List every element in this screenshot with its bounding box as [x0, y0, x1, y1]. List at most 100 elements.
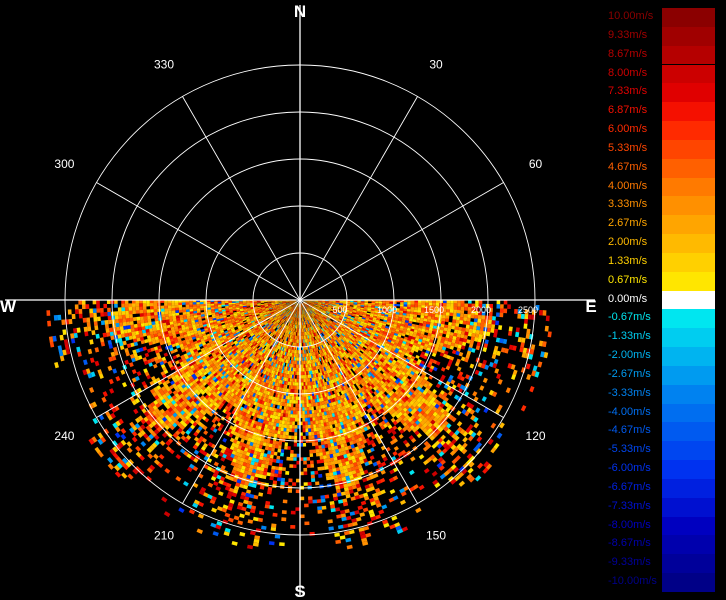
echo-cell [313, 304, 318, 306]
echo-cell [385, 325, 390, 329]
echo-cell [276, 477, 282, 482]
echo-cell [507, 330, 513, 336]
echo-cell [362, 326, 367, 330]
echo-cell [323, 462, 329, 467]
echo-cell [389, 303, 393, 306]
echo-cell [292, 464, 297, 469]
echo-cell [289, 414, 293, 418]
echo-cell [474, 369, 480, 376]
echo-cell [438, 345, 443, 350]
echo-cell [367, 308, 372, 311]
echo-cell [475, 300, 479, 304]
echo-cell [384, 316, 388, 319]
echo-cell [507, 304, 511, 310]
echo-cell [307, 428, 312, 433]
echo-cell [525, 333, 530, 339]
echo-cell [489, 361, 494, 368]
echo-cell [524, 309, 529, 315]
echo-cell [405, 315, 410, 319]
echo-cell [401, 319, 406, 323]
echo-cell [468, 328, 473, 334]
echo-cell [396, 336, 401, 340]
echo-cell [289, 464, 294, 468]
echo-cell [317, 303, 322, 305]
echo-cell [328, 303, 333, 305]
echo-cell [363, 306, 368, 309]
echo-cell [458, 351, 464, 357]
echo-cell [467, 467, 474, 474]
echo-cell [310, 302, 315, 304]
echo-cell [300, 335, 302, 340]
echo-cell [460, 306, 465, 311]
echo-cell [469, 321, 474, 326]
echo-cell [303, 300, 308, 302]
echo-cell [373, 327, 378, 331]
echo-cell [452, 316, 457, 320]
echo-cell [325, 302, 329, 304]
echo-cell [371, 304, 376, 307]
echo-cell [347, 316, 351, 319]
echo-cell [371, 307, 375, 310]
echo-cell [310, 431, 315, 436]
echo-cell [449, 345, 455, 350]
echo-cell [304, 374, 307, 379]
echo-cell [418, 454, 425, 460]
echo-cell [483, 343, 488, 349]
echo-cell [421, 307, 425, 311]
echo-cell [357, 317, 362, 320]
echo-cell [433, 319, 438, 324]
echo-cell [218, 491, 224, 497]
echo-cell [435, 361, 441, 366]
echo-cell [402, 315, 407, 319]
echo-cell [317, 301, 322, 303]
echo-cell [377, 311, 382, 314]
echo-cell [465, 354, 471, 359]
echo-cell [524, 314, 529, 320]
echo-cell [362, 316, 366, 319]
echo-cell [360, 302, 365, 305]
echo-cell [357, 320, 361, 323]
echo-cell [517, 313, 522, 319]
echo-cell [325, 472, 330, 477]
echo-cell [403, 306, 408, 310]
echo-cell [492, 349, 498, 356]
echo-cell [456, 421, 463, 427]
echo-cell [520, 342, 525, 348]
echo-cell [547, 331, 552, 338]
echo-cell [291, 424, 295, 429]
echo-cell [284, 445, 288, 450]
echo-cell [341, 311, 345, 314]
echo-cell [341, 309, 346, 312]
echo-cell [267, 450, 272, 455]
echo-cell [305, 424, 309, 429]
echo-cell [444, 324, 449, 329]
echo-cell [388, 311, 393, 314]
echo-cell [304, 421, 308, 426]
echo-cell [268, 541, 275, 546]
echo-cell [381, 310, 386, 313]
echo-cell [303, 382, 306, 386]
echo-cell [306, 302, 311, 304]
echo-cell [289, 424, 293, 429]
echo-cell [453, 303, 458, 307]
echo-cell [313, 305, 317, 308]
echo-cell [403, 308, 407, 312]
echo-cell [479, 330, 484, 336]
echo-cell [303, 300, 308, 302]
echo-cell [356, 321, 361, 324]
echo-cell [542, 310, 547, 316]
echo-cell [295, 407, 298, 411]
echo-cell [374, 324, 379, 328]
echo-cell [446, 344, 451, 349]
echo-cell [512, 345, 517, 351]
echo-cell [476, 322, 481, 327]
echo-cell [279, 542, 285, 547]
echo-cell [302, 421, 306, 426]
echo-cell [398, 316, 403, 320]
echo-cell [463, 334, 468, 340]
echo-cell [422, 355, 428, 360]
echo-cell [383, 331, 388, 335]
echo-cell [423, 334, 428, 339]
echo-cell [487, 319, 493, 325]
echo-cell [423, 346, 428, 351]
